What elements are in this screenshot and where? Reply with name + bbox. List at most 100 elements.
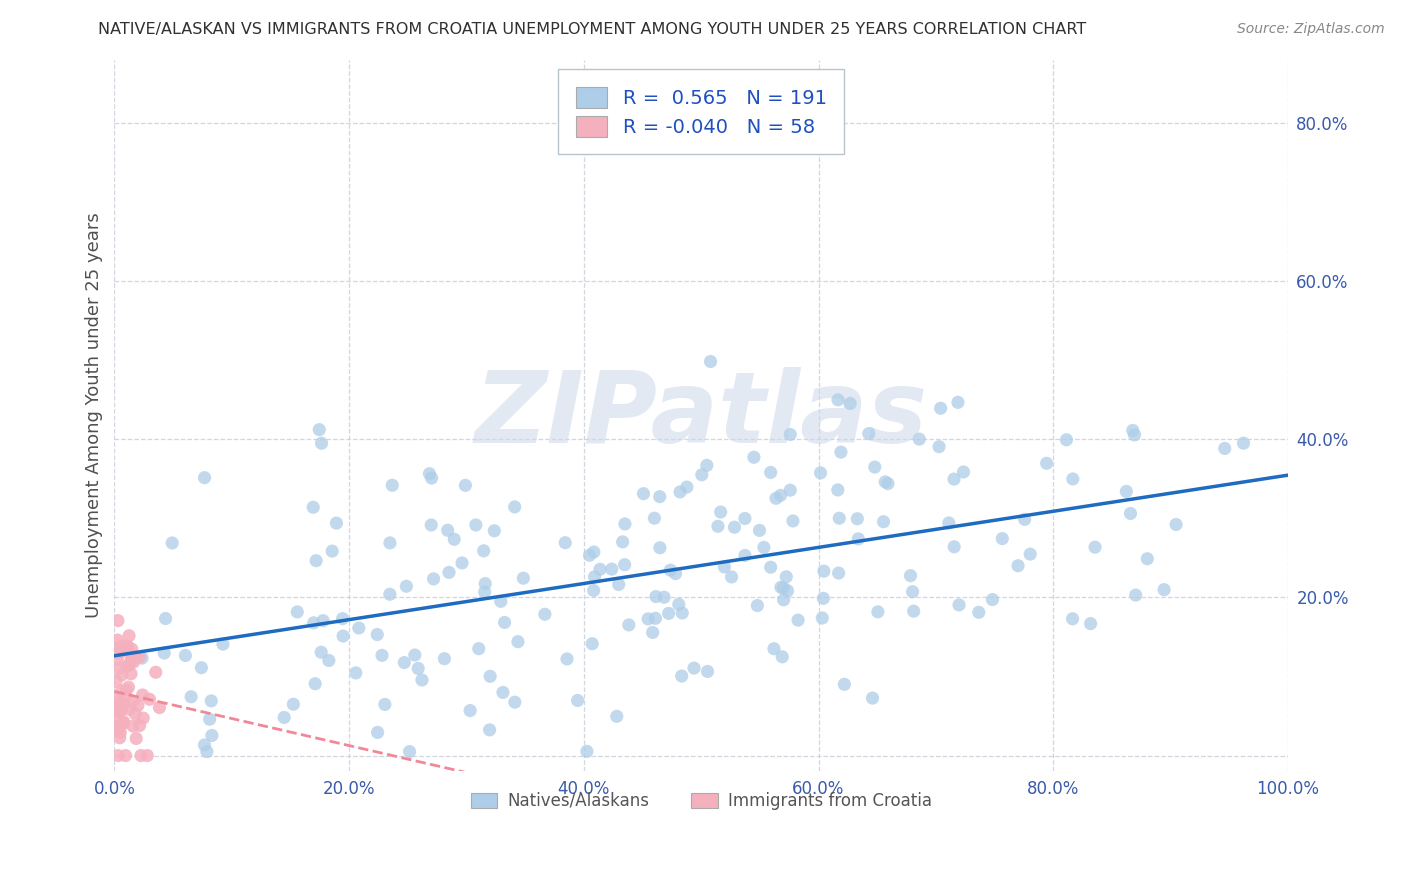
Point [668,598,690,612]
Point [420,471,443,485]
Point [318,653,340,667]
Point [121,642,143,657]
Point [772,592,794,607]
Point [394,656,416,670]
Point [633,486,655,500]
Point [112,716,135,731]
Point [115,683,138,698]
Point [775,570,797,584]
Point [1062,612,1084,626]
Point [110,684,132,698]
Point [437,566,460,580]
Point [479,669,502,683]
Point [928,440,950,454]
Point [174,648,197,663]
Point [862,691,884,706]
Point [644,611,666,625]
Y-axis label: Unemployment Among Youth under 25 years: Unemployment Among Youth under 25 years [86,212,103,618]
Point [321,544,343,558]
Point [283,697,305,711]
Point [138,692,160,706]
Point [454,478,477,492]
Point [128,650,150,665]
Point [464,518,486,533]
Point [472,544,495,558]
Point [827,566,849,580]
Point [107,662,129,676]
Point [1232,436,1254,450]
Point [124,649,146,664]
Point [607,577,630,591]
Point [145,665,167,680]
Point [747,599,769,613]
Point [762,641,785,656]
Point [122,719,145,733]
Point [1136,551,1159,566]
Point [671,606,693,620]
Point [772,581,794,595]
Point [779,427,801,442]
Point [308,423,330,437]
Point [582,545,605,559]
Point [734,511,756,525]
Point [347,621,370,635]
Point [1080,616,1102,631]
Point [108,646,131,660]
Point [132,711,155,725]
Point [696,665,718,679]
Point [371,648,394,663]
Point [578,548,600,562]
Point [131,688,153,702]
Point [193,738,215,752]
Point [195,745,218,759]
Point [1153,582,1175,597]
Text: ZIPatlas: ZIPatlas [475,367,928,464]
Point [690,467,713,482]
Point [991,532,1014,546]
Point [713,560,735,574]
Point [107,614,129,628]
Point [664,566,686,581]
Point [582,583,605,598]
Point [422,572,444,586]
Point [108,696,131,710]
Point [669,484,692,499]
Point [105,674,128,689]
Point [877,476,900,491]
Point [903,604,925,618]
Point [1122,424,1144,438]
Point [782,514,804,528]
Point [381,478,404,492]
Point [641,625,664,640]
Point [952,465,974,479]
Point [946,395,969,409]
Point [110,716,132,731]
Point [748,524,770,538]
Point [443,533,465,547]
Point [190,661,212,675]
Point [110,702,132,716]
Point [312,614,335,628]
Point [108,731,131,745]
Point [309,645,332,659]
Point [503,695,526,709]
Point [474,576,496,591]
Point [734,549,756,563]
Point [770,649,793,664]
Point [494,615,516,630]
Point [374,698,396,712]
Point [404,648,426,662]
Point [600,562,623,576]
Point [107,748,129,763]
Point [311,436,333,450]
Point [1062,472,1084,486]
Point [467,641,489,656]
Point [398,745,420,759]
Point [752,541,775,555]
Point [567,693,589,707]
Point [107,720,129,734]
Point [742,450,765,465]
Point [683,661,706,675]
Point [129,748,152,763]
Point [643,511,665,525]
